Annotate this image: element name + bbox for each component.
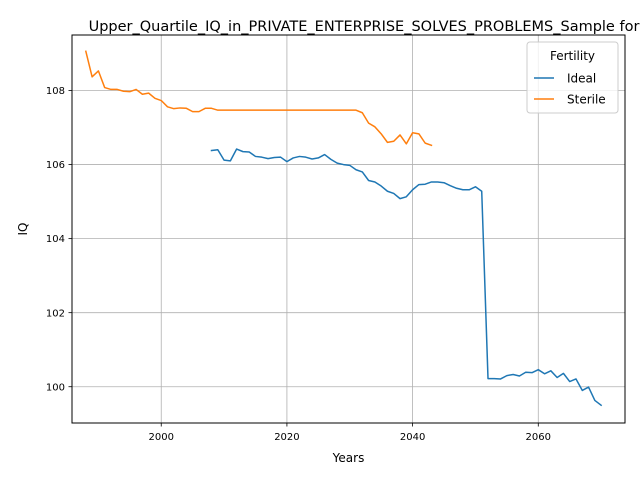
y-tick-label: 104 (46, 234, 65, 245)
legend: Fertility Ideal Sterile (527, 42, 618, 113)
x-axis-label: Years (332, 451, 365, 465)
x-tick-label: 2000 (149, 432, 174, 443)
legend-title: Fertility (550, 49, 595, 63)
y-tick-label: 108 (46, 86, 65, 97)
y-axis-label: IQ (16, 223, 30, 236)
y-tick-label: 100 (46, 382, 65, 393)
legend-label-ideal: Ideal (567, 71, 596, 85)
x-tick-label: 2060 (526, 432, 551, 443)
y-tick-label: 106 (46, 160, 65, 171)
x-tick-label: 2040 (400, 432, 425, 443)
legend-label-sterile: Sterile (567, 92, 606, 106)
y-tick-label: 102 (46, 308, 65, 319)
chart-title: Upper_Quartile_IQ_in_PRIVATE_ENTERPRISE_… (89, 19, 640, 35)
x-tick-label: 2020 (274, 432, 299, 443)
